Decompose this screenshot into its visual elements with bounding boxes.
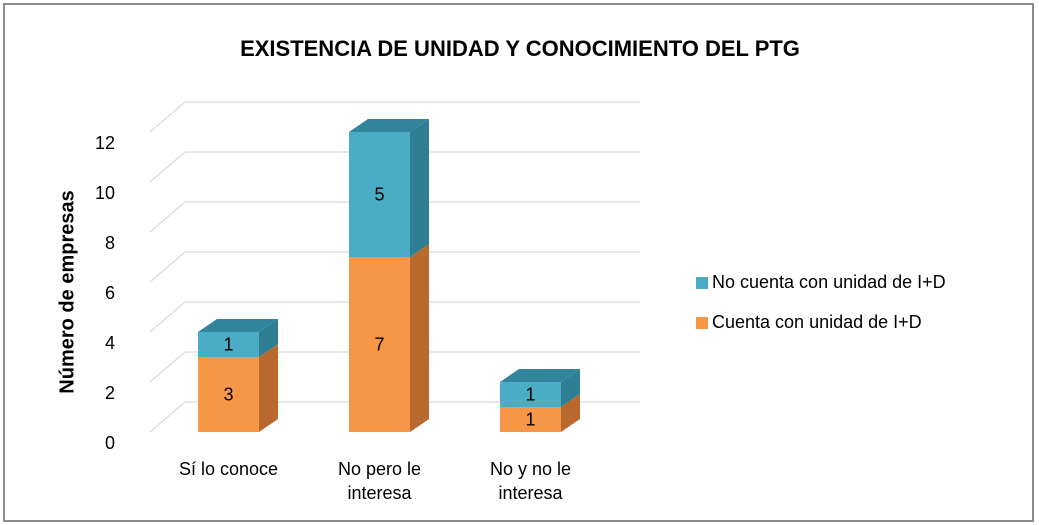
- bar-side: [410, 244, 429, 432]
- bar: [349, 132, 410, 257]
- bar-side: [561, 369, 580, 407]
- grid-line: [149, 201, 640, 233]
- grid-line: [149, 401, 640, 433]
- bar: [198, 332, 259, 357]
- chart-title: EXISTENCIA DE UNIDAD Y CONOCIMIENTO DEL …: [240, 36, 800, 61]
- legend-label: Cuenta con unidad de I+D: [712, 312, 922, 332]
- data-label: 7: [374, 334, 384, 354]
- grid-line: [149, 251, 640, 283]
- bar-top: [349, 119, 429, 132]
- grid-line: [149, 301, 640, 333]
- legend-label: No cuenta con unidad de I+D: [712, 272, 946, 292]
- bar-top: [500, 369, 580, 382]
- x-tick-label: interesa: [498, 483, 563, 503]
- bar: [500, 407, 561, 432]
- y-axis-label: Número de empresas: [56, 190, 78, 393]
- data-label: 1: [223, 334, 233, 354]
- legend-swatch: [696, 277, 708, 289]
- y-tick-label: 4: [105, 333, 115, 353]
- data-label: 5: [374, 184, 384, 204]
- x-tick-label: No pero le: [338, 459, 421, 479]
- bar-top: [198, 319, 278, 332]
- bar-side: [561, 394, 580, 432]
- bar-side: [259, 344, 278, 432]
- y-tick-label: 12: [95, 133, 115, 153]
- x-tick-label: interesa: [347, 483, 412, 503]
- x-tick-label: Sí lo conoce: [179, 459, 278, 479]
- y-tick-label: 8: [105, 233, 115, 253]
- data-label: 1: [525, 409, 535, 429]
- y-tick-label: 0: [105, 433, 115, 453]
- y-tick-label: 10: [95, 183, 115, 203]
- bar-side: [410, 119, 429, 257]
- frame: [3, 3, 1034, 522]
- y-tick-label: 6: [105, 283, 115, 303]
- bar: [349, 257, 410, 432]
- grid-line: [149, 351, 640, 383]
- bar: [500, 382, 561, 407]
- grid-line: [149, 151, 640, 183]
- bar-side: [259, 319, 278, 357]
- y-tick-label: 2: [105, 383, 115, 403]
- legend-swatch: [696, 317, 708, 329]
- data-label: 1: [525, 384, 535, 404]
- x-tick-label: No y no le: [490, 459, 571, 479]
- bar: [198, 357, 259, 432]
- data-label: 3: [223, 384, 233, 404]
- grid-line: [149, 101, 640, 133]
